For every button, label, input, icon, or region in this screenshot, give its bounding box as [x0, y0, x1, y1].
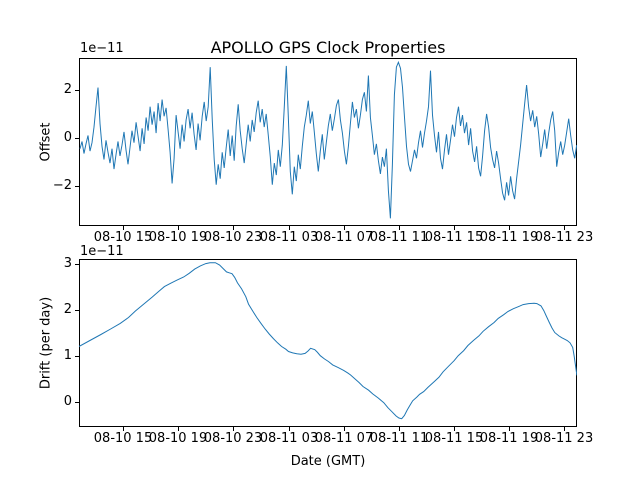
x-tick-label: 08-11 03 [259, 230, 319, 245]
drift-series-line [79, 262, 577, 420]
x-axis-label: Date (GMT) [290, 454, 366, 469]
drift-plot-area [79, 262, 577, 420]
offset-scale-label-bottom: 1e−11 [80, 244, 124, 259]
offset-plot-area [79, 60, 577, 219]
x-tick-mark [233, 427, 234, 431]
figure-title: APOLLO GPS Clock Properties [210, 38, 446, 57]
x-tick-mark [564, 427, 565, 431]
x-tick-label: 08-10 19 [148, 431, 208, 446]
x-tick-mark [178, 226, 179, 230]
y-tick-mark [75, 310, 79, 311]
x-tick-mark [289, 226, 290, 230]
offset-axes [79, 58, 577, 226]
x-tick-mark [233, 226, 234, 230]
y-tick-mark [75, 138, 79, 139]
x-tick-mark [178, 427, 179, 431]
x-tick-label: 08-11 19 [479, 431, 539, 446]
x-tick-mark [289, 427, 290, 431]
x-tick-mark [564, 226, 565, 230]
x-tick-mark [509, 427, 510, 431]
x-tick-label: 08-11 15 [424, 431, 484, 446]
y-tick-mark [75, 186, 79, 187]
drift-axes [79, 259, 577, 427]
x-tick-mark [399, 427, 400, 431]
y-tick-mark [75, 402, 79, 403]
y-tick-label: −2 [52, 178, 72, 193]
y-tick-label: 1 [63, 348, 72, 363]
x-tick-label: 08-10 23 [203, 230, 263, 245]
x-tick-label: 08-11 03 [259, 431, 319, 446]
x-tick-label: 08-11 15 [424, 230, 484, 245]
x-tick-mark [509, 226, 510, 230]
y-tick-mark [75, 90, 79, 91]
x-tick-mark [344, 427, 345, 431]
x-tick-label: 08-11 07 [314, 230, 374, 245]
offset-scale-label-top: 1e−11 [80, 41, 124, 56]
x-tick-mark [123, 226, 124, 230]
x-tick-mark [454, 427, 455, 431]
y-tick-label: 3 [63, 256, 72, 271]
x-tick-label: 08-11 19 [479, 230, 539, 245]
y-tick-label: 0 [63, 394, 72, 409]
x-tick-mark [344, 226, 345, 230]
y-tick-label: 2 [63, 82, 72, 97]
offset-series-line [79, 60, 577, 219]
x-tick-label: 08-10 15 [93, 230, 153, 245]
x-tick-label: 08-11 23 [534, 431, 594, 446]
x-tick-mark [399, 226, 400, 230]
y-tick-label: 2 [63, 302, 72, 317]
y-tick-label: 0 [63, 130, 72, 145]
x-tick-label: 08-11 11 [369, 230, 429, 245]
x-tick-mark [454, 226, 455, 230]
x-tick-label: 08-11 07 [314, 431, 374, 446]
x-tick-label: 08-11 11 [369, 431, 429, 446]
y-tick-mark [75, 264, 79, 265]
y-tick-mark [75, 356, 79, 357]
x-tick-label: 08-10 19 [148, 230, 208, 245]
x-tick-label: 08-10 23 [203, 431, 263, 446]
x-tick-mark [123, 427, 124, 431]
x-tick-label: 08-11 23 [534, 230, 594, 245]
x-tick-label: 08-10 15 [93, 431, 153, 446]
